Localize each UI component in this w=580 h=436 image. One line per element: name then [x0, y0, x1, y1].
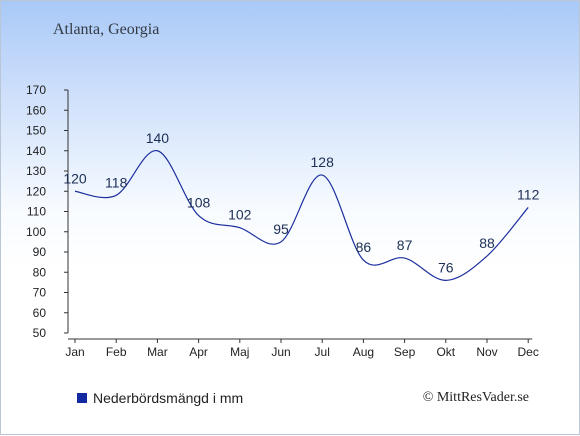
data-label: 76: [438, 259, 454, 275]
y-tick-label: 130: [26, 164, 46, 178]
x-tick-label: Apr: [189, 345, 208, 359]
series-line: [74, 150, 529, 281]
y-tick-label: 150: [26, 124, 46, 138]
data-label: 86: [356, 239, 372, 255]
legend-label: Nederbördsmängd i mm: [93, 390, 244, 406]
data-label: 102: [228, 207, 252, 223]
data-label: 95: [273, 221, 289, 237]
x-tick-label: Nov: [476, 345, 497, 359]
data-label: 108: [187, 195, 211, 211]
x-tick-label: Dec: [518, 345, 539, 359]
data-label: 112: [517, 186, 540, 202]
y-tick-label: 160: [26, 103, 46, 117]
y-tick-label: 100: [26, 225, 46, 239]
x-tick-label: Maj: [230, 345, 249, 359]
y-tick-label: 110: [27, 205, 46, 219]
y-tick-label: 80: [33, 265, 47, 279]
x-tick-label: Jul: [315, 345, 330, 359]
x-tick-label: Sep: [394, 345, 416, 359]
credit-text: © MittResVader.se: [422, 390, 529, 405]
data-label: 128: [311, 154, 335, 170]
data-label: 118: [105, 174, 128, 190]
y-tick-label: 140: [26, 144, 46, 158]
legend: Nederbördsmängd i mm: [77, 390, 243, 406]
x-tick-label: Mar: [147, 345, 168, 359]
y-tick-label: 60: [33, 306, 47, 320]
x-tick-label: Jun: [271, 345, 290, 359]
x-tick-label: Jan: [65, 345, 84, 359]
x-tick-label: Okt: [436, 345, 455, 359]
legend-swatch: [77, 393, 87, 403]
x-tick-label: Aug: [353, 345, 374, 359]
y-tick-label: 170: [26, 83, 46, 97]
data-label: 88: [479, 235, 495, 251]
y-tick-label: 70: [33, 286, 47, 300]
data-label: 140: [146, 130, 170, 146]
x-tick-label: Feb: [106, 345, 127, 359]
y-tick-label: 90: [33, 245, 47, 259]
data-label: 87: [397, 237, 413, 253]
data-label: 120: [63, 170, 87, 186]
y-tick-label: 120: [26, 184, 46, 198]
y-tick-label: 50: [33, 326, 47, 340]
chart-title: Atlanta, Georgia: [53, 21, 160, 38]
